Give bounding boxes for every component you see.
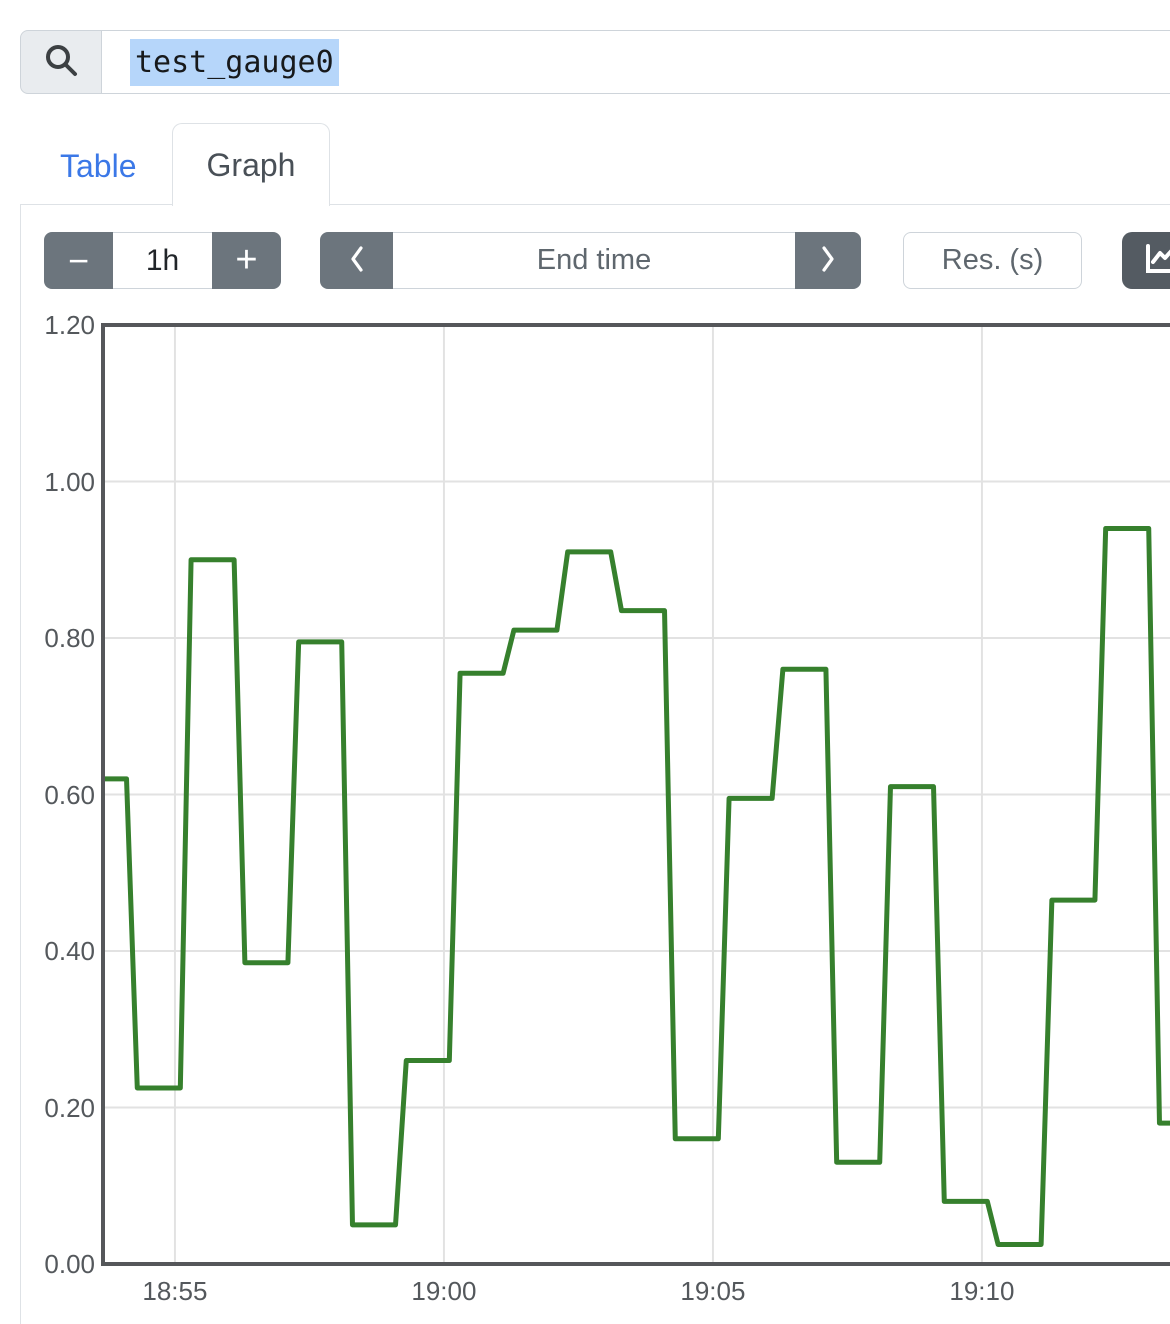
end-time-input[interactable] bbox=[393, 232, 795, 289]
y-tick-label: 0.00 bbox=[44, 1249, 95, 1279]
y-tick-label: 0.40 bbox=[44, 936, 95, 966]
magnifier-icon bbox=[42, 41, 80, 84]
tab-table[interactable]: Table bbox=[60, 148, 137, 184]
x-tick-label: 19:05 bbox=[680, 1276, 746, 1306]
chevron-left-icon bbox=[348, 243, 366, 278]
graph-canvas[interactable] bbox=[101, 323, 1170, 1268]
duration-decrease-button[interactable]: − bbox=[44, 232, 113, 289]
y-tick-label: 0.80 bbox=[44, 623, 95, 653]
x-tick-label: 19:10 bbox=[949, 1276, 1015, 1306]
x-tick-label: 19:00 bbox=[411, 1276, 477, 1306]
duration-control: − + bbox=[44, 232, 281, 289]
resolution-input[interactable] bbox=[903, 232, 1082, 289]
expression-query-text[interactable]: test_gauge0 bbox=[130, 38, 339, 86]
time-back-button[interactable] bbox=[320, 232, 393, 289]
chevron-right-icon bbox=[819, 243, 837, 278]
series-line-test_gauge0 bbox=[105, 525, 1170, 1247]
stacked-graph-toggle-button[interactable] bbox=[1122, 232, 1170, 289]
duration-increase-button[interactable]: + bbox=[212, 232, 281, 289]
y-tick-label: 0.60 bbox=[44, 779, 95, 810]
expression-input[interactable]: test_gauge0 bbox=[102, 30, 1170, 94]
duration-input[interactable] bbox=[113, 232, 212, 289]
y-tick-label: 1.20 bbox=[44, 310, 95, 340]
y-tick-label: 0.20 bbox=[44, 1092, 95, 1123]
minus-icon: − bbox=[67, 239, 90, 281]
end-time-control bbox=[320, 232, 861, 289]
time-forward-button[interactable] bbox=[795, 232, 861, 289]
x-tick-label: 18:55 bbox=[142, 1276, 208, 1306]
plus-icon: + bbox=[235, 239, 258, 281]
y-tick-label: 1.00 bbox=[44, 466, 95, 497]
tab-graph-label: Graph bbox=[206, 146, 296, 183]
graph-panel bbox=[20, 204, 1170, 1324]
search-addon bbox=[20, 30, 102, 94]
expression-input-group: test_gauge0 bbox=[20, 30, 1170, 94]
tab-graph[interactable]: Graph bbox=[172, 123, 330, 206]
